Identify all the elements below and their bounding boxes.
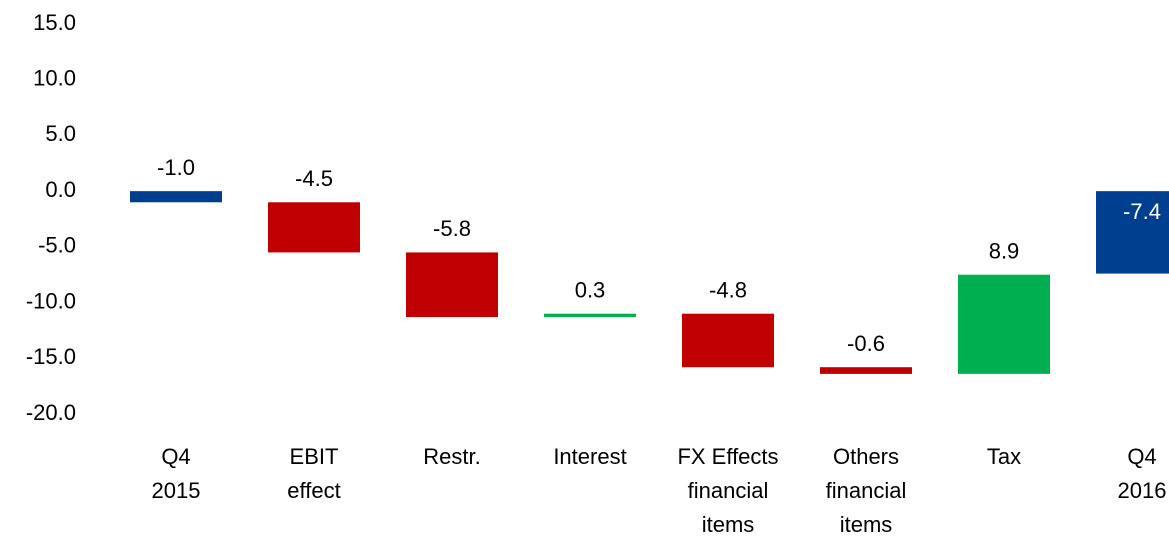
x-tick-label: 2016 [1118,478,1167,503]
x-tick-label: Restr. [423,444,480,469]
y-tick-label: -5.0 [38,233,76,258]
x-tick-label: financial [826,478,907,503]
bar [268,202,360,253]
bar [682,313,774,368]
x-tick-label: items [702,512,755,537]
x-tick-label: Others [833,444,899,469]
bar [130,191,222,203]
x-tick-label: EBIT [290,444,339,469]
data-label: 0.3 [575,278,606,303]
bar [820,367,912,374]
data-label: -4.5 [295,166,333,191]
y-tick-label: 15.0 [33,10,76,35]
data-label: -7.4 [1123,199,1161,224]
x-tick-label: Interest [553,444,626,469]
bar [406,252,498,318]
y-tick-label: 10.0 [33,66,76,91]
x-tick-label: 2015 [152,478,201,503]
x-tick-label: Q4 [161,444,190,469]
bar [1096,191,1169,274]
data-label: -0.6 [847,331,885,356]
y-tick-label: -10.0 [26,288,76,313]
y-tick-label: -20.0 [26,400,76,425]
x-tick-label: FX Effects [677,444,778,469]
data-label: 8.9 [989,239,1020,264]
data-label: -1.0 [157,155,195,180]
data-label: -4.8 [709,278,747,303]
y-tick-label: -15.0 [26,344,76,369]
y-tick-label: 5.0 [45,121,76,146]
data-label: -5.8 [433,216,471,241]
x-tick-label: effect [287,478,340,503]
x-tick-label: Q4 [1127,444,1156,469]
bar [958,274,1050,374]
bar [544,313,636,318]
x-tick-label: financial [688,478,769,503]
y-tick-label: 0.0 [45,177,76,202]
x-tick-label: Tax [987,444,1021,469]
x-tick-label: items [840,512,893,537]
